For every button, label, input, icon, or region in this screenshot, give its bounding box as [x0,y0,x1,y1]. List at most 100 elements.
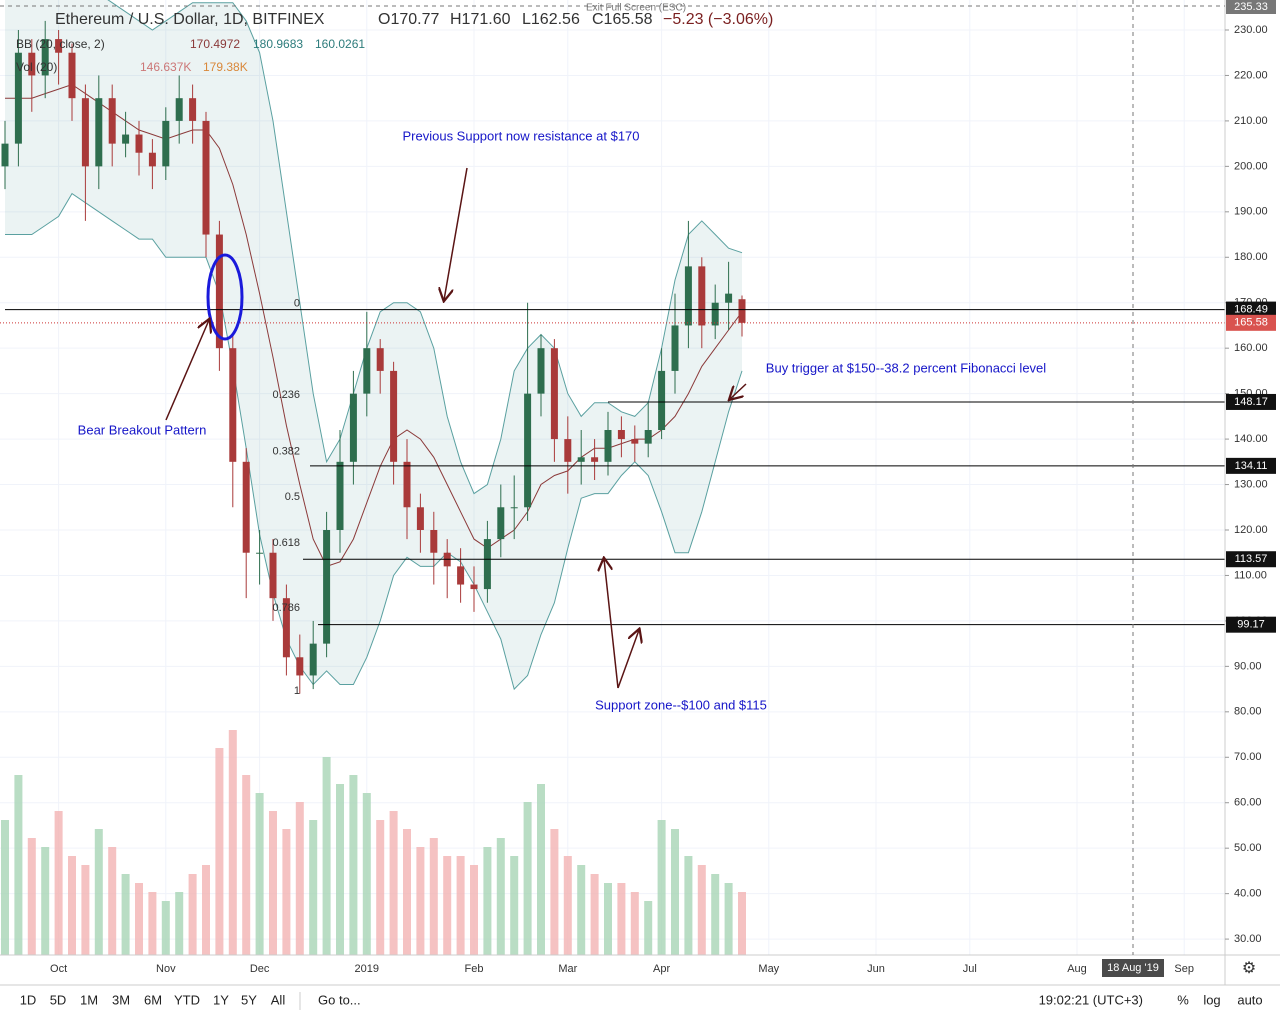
candle-body [229,348,237,462]
goto-button[interactable]: Go to... [318,992,361,1007]
range-button[interactable]: 3M [112,992,130,1007]
price-label-bg [1226,457,1276,474]
volume-bar [416,847,425,955]
volume-bar [54,811,63,955]
candle-body [336,461,344,530]
volume-bar [550,829,559,955]
volume-bar [483,847,492,955]
volume-bar [94,829,103,955]
candle-body [591,457,599,462]
volume-bar [443,856,452,955]
candle-body [41,39,49,76]
range-button[interactable]: 1M [80,992,98,1007]
range-button[interactable]: 5Y [241,992,257,1007]
y-tick-label: 130.00 [1234,478,1268,490]
x-tick-label: Oct [50,963,67,975]
bb-label: BB (20, close, 2) [16,37,105,51]
range-button[interactable]: 6M [144,992,162,1007]
range-button[interactable]: 5D [50,992,67,1007]
range-button[interactable]: All [271,992,286,1007]
candle-body [644,430,652,444]
top-price-bg [1226,0,1276,14]
volume-bar [309,820,318,955]
exit-fullscreen[interactable]: Exit Full Screen (ESC) [586,3,686,14]
volume-bar [684,856,693,955]
y-tick-label: 40.00 [1234,888,1262,900]
annotation: Buy trigger at $150--38.2 percent Fibona… [766,360,1046,375]
candle-body [202,120,210,235]
volume-bar [1,820,9,955]
volume-bar [242,775,251,955]
annotation: Support zone--$100 and $115 [595,697,767,712]
range-button[interactable]: YTD [174,992,200,1007]
ohlc-change: −5.23 (−3.06%) [663,11,773,28]
scale-option[interactable]: log [1203,992,1220,1007]
price-label: 113.57 [1235,553,1268,565]
last-price-bg [1226,314,1276,331]
x-tick-label: Aug [1067,963,1087,975]
volume-bar [711,874,720,955]
candle-body [684,266,692,326]
candle-body [577,457,585,462]
candle-body [617,430,625,440]
candle-body [282,598,290,658]
symbol-title: Ethereum / U.S. Dollar, 1D, BITFINEX [55,11,325,28]
x-tick-label: May [758,963,779,975]
candle-body [604,430,612,462]
candle-body [269,552,277,599]
range-button[interactable]: 1Y [213,992,229,1007]
price-label-bg [1226,393,1276,410]
volume-bar [27,838,36,955]
bb-value: 160.0261 [315,37,365,51]
candle-body [483,539,491,590]
volume-bar [255,793,264,955]
candle-body [162,120,170,167]
arrow [730,383,747,399]
candle-body [363,348,371,394]
x-tick-label: Dec [250,963,270,975]
arrow [604,559,619,689]
bollinger-basis [5,83,743,568]
volume-bar [496,838,505,955]
candle-body [1,143,9,167]
candle-body [175,98,183,121]
candle-body [738,299,746,323]
settings-icon[interactable]: ⚙ [1242,960,1256,977]
candle-body [550,348,558,440]
volume-bar [349,775,358,955]
vol-value: 146.637K [140,60,191,74]
candle-body [55,39,63,53]
scale-option[interactable]: auto [1237,992,1262,1007]
volume-bar [630,892,639,955]
volume-bar [81,865,90,955]
annotation: Previous Support now resistance at $170 [402,128,639,143]
volume-bar [429,838,438,955]
volume-bar [135,883,143,955]
volume-bar [537,784,545,955]
volume-bar [161,901,170,955]
y-tick-label: 230.00 [1234,24,1268,36]
volume-bar [403,829,411,955]
vol-value: 179.38K [203,60,248,74]
volume-bar [362,793,371,955]
last-price-label: 165.58 [1234,317,1268,329]
y-tick-label: 80.00 [1234,706,1262,718]
candle-body [631,439,639,444]
y-tick-label: 200.00 [1234,160,1268,172]
fib-label: 0.236 [272,389,300,401]
top-price-label: 235.33 [1234,1,1268,13]
candle-body [457,566,465,585]
range-button[interactable]: 1D [20,992,37,1007]
candle-body [698,266,706,326]
candle-body [497,507,505,540]
candle-body [256,552,264,554]
x-tick-label: Sep [1174,963,1194,975]
volume-bar [336,784,344,955]
volume-bar [41,847,50,955]
scale-option[interactable]: % [1177,992,1189,1007]
candle-body [470,584,478,590]
candle-body [108,98,116,144]
pattern-ellipse [206,253,244,341]
y-tick-label: 50.00 [1234,842,1262,854]
volume-bar [697,865,706,955]
